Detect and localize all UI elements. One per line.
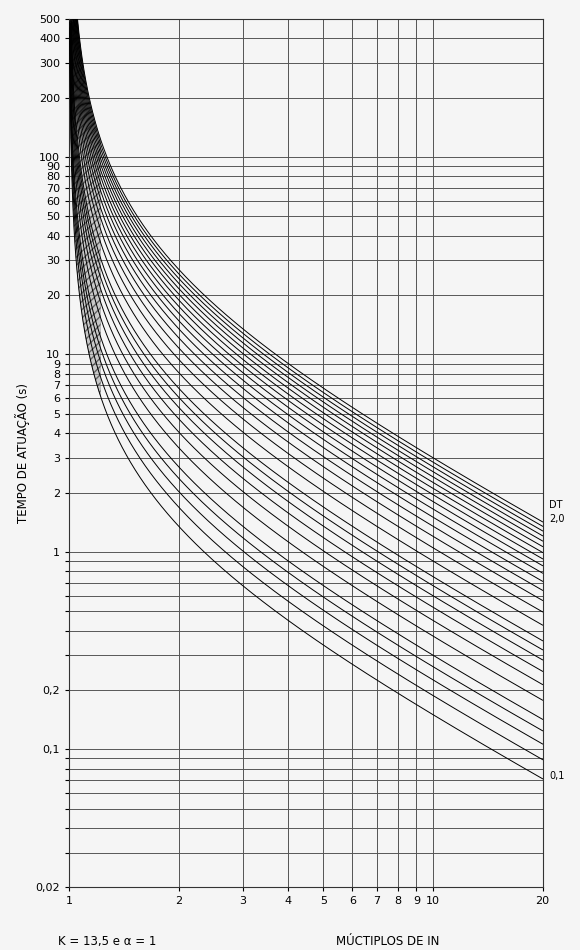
- Text: 2,0: 2,0: [549, 514, 565, 523]
- Text: 0,1: 0,1: [549, 770, 565, 781]
- Text: DT: DT: [549, 500, 563, 510]
- Text: MÚCTIPLOS DE IN: MÚCTIPLOS DE IN: [336, 935, 440, 948]
- Text: K = 13,5 e α = 1: K = 13,5 e α = 1: [58, 935, 157, 948]
- Y-axis label: TEMPO DE ATUAÇÃO (s): TEMPO DE ATUAÇÃO (s): [15, 383, 30, 523]
